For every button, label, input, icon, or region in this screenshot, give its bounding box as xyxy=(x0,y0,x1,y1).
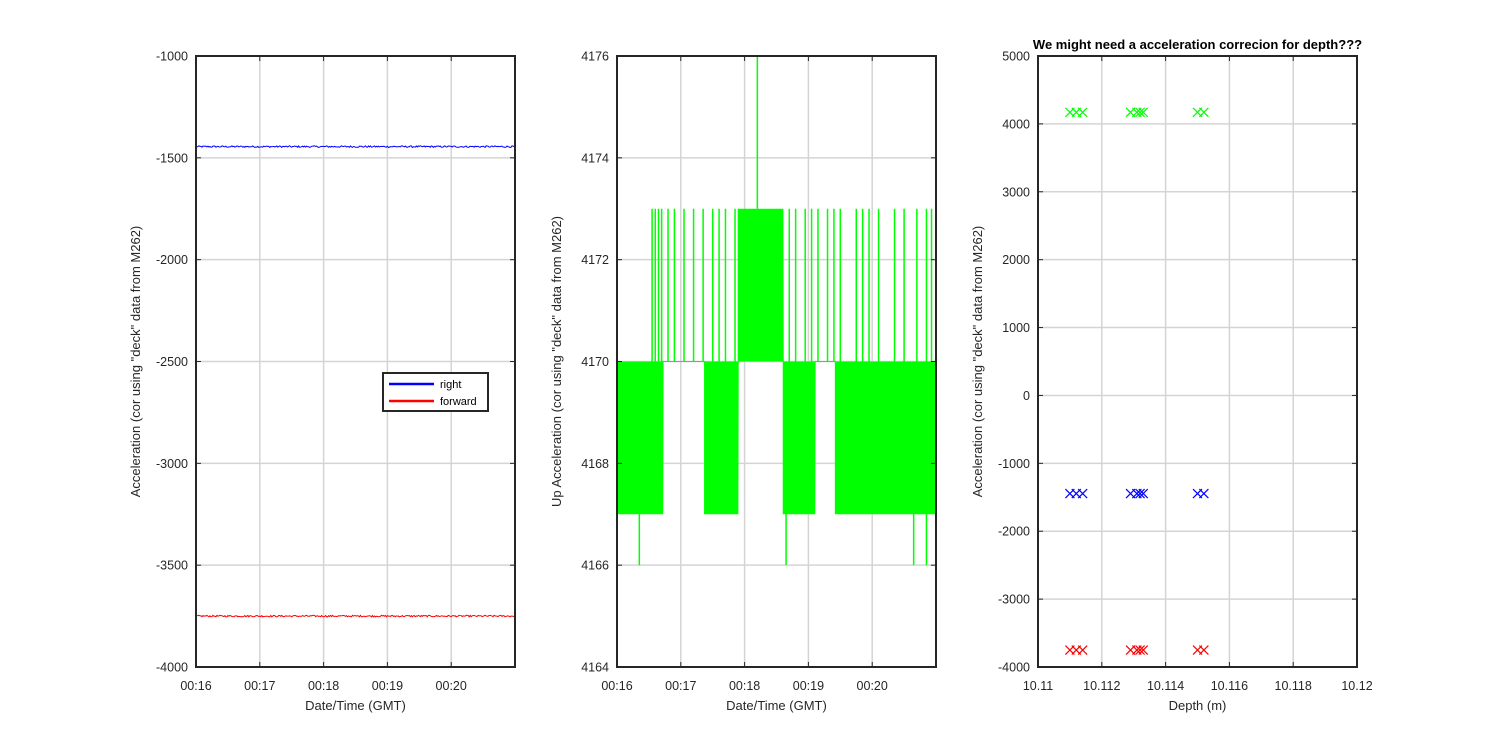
marker-right xyxy=(1198,488,1209,499)
y-tick-label: -2000 xyxy=(998,525,1030,539)
subplot-3: 10.11 10.112 10.114 10.116 10.118 10.12 -4000 -… xyxy=(970,37,1373,713)
x-tick-label: 00:17 xyxy=(244,679,275,693)
axes-box xyxy=(1037,55,1358,668)
x-tick-label: 00:19 xyxy=(372,679,403,693)
marker-up xyxy=(1198,107,1209,118)
series-line-forward xyxy=(195,614,516,618)
y-tick-label: -4000 xyxy=(156,661,188,675)
y-tick-label: -3500 xyxy=(156,559,188,573)
x-tick-label: 10.12 xyxy=(1341,679,1372,693)
x-axis-label: Depth (m) xyxy=(1169,698,1227,713)
x-axis-label: Date/Time (GMT) xyxy=(305,698,406,713)
y-tick-label: 5000 xyxy=(1002,50,1030,64)
marker-forward xyxy=(1135,645,1146,655)
marker-up xyxy=(1138,107,1149,118)
y-axis-label: Up Acceleration (cor using "deck" data f… xyxy=(549,216,564,507)
x-tick-label: 00:19 xyxy=(793,679,824,693)
marker-forward xyxy=(1138,645,1149,655)
y-tick-label: -2000 xyxy=(156,253,188,267)
y-tick-label: 1000 xyxy=(1002,321,1030,335)
series-line-up xyxy=(616,208,937,515)
y-tick-label: -1000 xyxy=(156,50,188,64)
x-tick-label: 00:18 xyxy=(308,679,339,693)
x-axis-label: Date/Time (GMT) xyxy=(726,698,827,713)
x-tick-label: 10.114 xyxy=(1147,679,1184,693)
y-tick-label: 3000 xyxy=(1002,185,1030,199)
y-tick-label: -4000 xyxy=(998,661,1030,675)
x-tick-label: 10.112 xyxy=(1083,679,1120,693)
marker-forward xyxy=(1077,645,1088,655)
marker-right xyxy=(1138,488,1149,499)
marker-right xyxy=(1077,488,1088,499)
legend-label-right: right xyxy=(440,379,461,391)
x-tick-label: 00:20 xyxy=(436,679,467,693)
marker-forward xyxy=(1198,645,1209,655)
y-tick-label: 4176 xyxy=(581,50,609,64)
subplots: 00:16 00:17 00:18 00:19 00:20 -4000 -3500 -3000… xyxy=(128,37,1373,713)
y-tick-label: -3000 xyxy=(998,593,1030,607)
y-tick-label: 4170 xyxy=(581,355,609,369)
y-tick-label: 0 xyxy=(1023,389,1030,403)
y-tick-label: 2000 xyxy=(1002,253,1030,267)
y-tick-label: 4164 xyxy=(581,661,609,675)
subplot-2: 00:16 00:17 00:18 00:19 00:20 4164 4166 4168 417… xyxy=(549,50,937,713)
x-tick-label: 10.118 xyxy=(1275,679,1312,693)
y-tick-label: 4168 xyxy=(581,457,609,471)
legend-label-forward: forward xyxy=(440,396,477,408)
y-tick-label: 4172 xyxy=(581,253,609,267)
y-tick-label: -1000 xyxy=(998,457,1030,471)
legend: right forward xyxy=(382,372,489,412)
marker-up xyxy=(1077,107,1088,118)
marker-up xyxy=(1135,107,1146,118)
legend-box xyxy=(382,372,489,412)
y-axis-label: Acceleration (cor using "deck" data from… xyxy=(970,226,985,498)
y-tick-label: -1500 xyxy=(156,151,188,165)
y-axis-label: Acceleration (cor using "deck" data from… xyxy=(128,226,143,498)
subplot-1: 00:16 00:17 00:18 00:19 00:20 -4000 -3500 -3000… xyxy=(128,50,516,713)
x-tick-label: 10.116 xyxy=(1211,679,1248,693)
y-tick-label: -2500 xyxy=(156,355,188,369)
y-tick-label: 4174 xyxy=(581,151,609,165)
x-tick-label: 00:16 xyxy=(180,679,211,693)
x-tick-label: 00:20 xyxy=(857,679,888,693)
x-tick-label: 00:18 xyxy=(729,679,760,693)
x-tick-label: 00:17 xyxy=(665,679,696,693)
plot-area xyxy=(1038,56,1357,667)
y-tick-label: 4000 xyxy=(1002,117,1030,131)
marker-right xyxy=(1135,488,1146,499)
x-tick-label: 10.11 xyxy=(1023,679,1053,693)
y-tick-label: -3000 xyxy=(156,457,188,471)
chart-title: We might need a acceleration correcion f… xyxy=(1033,37,1362,52)
x-tick-label: 00:16 xyxy=(601,679,632,693)
y-tick-label: 4166 xyxy=(581,559,609,573)
series-line-right xyxy=(195,145,516,149)
